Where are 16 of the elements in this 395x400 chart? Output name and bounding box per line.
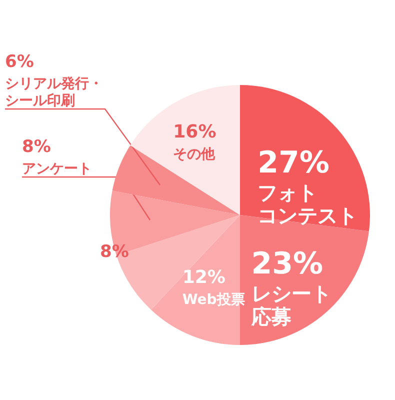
data-label: 23%: [251, 246, 324, 282]
data-label: 16%: [173, 121, 216, 142]
slice-label: アンケート: [22, 161, 92, 177]
pie-slice: [112, 145, 240, 215]
data-label: 12%: [182, 266, 226, 288]
slice-label: シリアル発行・シール印刷: [5, 76, 103, 109]
data-label: 6%: [5, 52, 34, 72]
slice-label: その他: [173, 146, 216, 162]
slice-label: フォトコンテスト: [258, 180, 358, 228]
data-label: 8%: [22, 137, 51, 157]
pie-slice: [240, 85, 370, 232]
data-label: 27%: [258, 146, 330, 181]
pie-slice: [130, 85, 240, 215]
slice-label: レシート応募: [250, 282, 332, 329]
slice-label: Web投票: [182, 292, 245, 308]
data-label: 8%: [100, 242, 129, 262]
